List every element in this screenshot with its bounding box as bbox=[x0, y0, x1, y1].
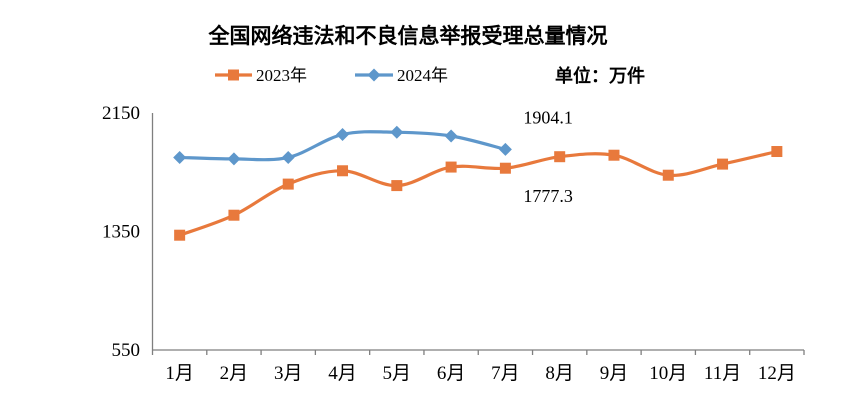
x-tick-label: 5月 bbox=[383, 363, 412, 384]
x-tick-label: 2月 bbox=[220, 363, 249, 384]
x-tick-label: 11月 bbox=[704, 363, 741, 384]
annotation-1904.1: 1904.1 bbox=[523, 107, 573, 127]
x-tick-label: 6月 bbox=[437, 363, 466, 384]
data-point-square-2023年 bbox=[391, 180, 403, 192]
y-tick-label: 1350 bbox=[102, 222, 140, 243]
data-point-square-2023年 bbox=[337, 165, 349, 177]
x-tick-label: 10月 bbox=[649, 363, 687, 384]
unit-label: 单位：万件 bbox=[555, 65, 645, 86]
data-point-square-2023年 bbox=[608, 149, 620, 161]
x-tick-label: 9月 bbox=[600, 363, 629, 384]
legend-label-2024: 2024年 bbox=[397, 66, 448, 85]
data-point-square-2023年 bbox=[228, 209, 240, 221]
y-tick-label: 2150 bbox=[102, 103, 140, 124]
x-tick-label: 3月 bbox=[274, 363, 303, 384]
data-point-square-2023年 bbox=[554, 151, 566, 163]
data-point-square-2023年 bbox=[282, 178, 294, 190]
legend-square-marker-icon bbox=[228, 69, 239, 81]
x-tick-label: 4月 bbox=[328, 363, 357, 384]
data-point-diamond-2024年 bbox=[173, 150, 187, 164]
data-point-diamond-2024年 bbox=[444, 129, 458, 143]
data-point-square-2023年 bbox=[717, 158, 729, 170]
data-point-square-2023年 bbox=[174, 229, 186, 241]
x-tick-label: 12月 bbox=[758, 363, 796, 384]
data-label-annotations: 1904.1 1777.3 bbox=[523, 107, 573, 206]
data-point-square-2023年 bbox=[445, 161, 457, 173]
data-point-square-2023年 bbox=[771, 146, 783, 158]
chart-title: 全国网络违法和不良信息举报受理总量情况 bbox=[208, 24, 608, 48]
data-point-diamond-2024年 bbox=[281, 150, 295, 164]
axes: 550 1350 2150 1月 2月 3月 4月 5月 6月 7月 8月 9月 10月 11月 12月 bbox=[102, 103, 805, 384]
data-point-square-2023年 bbox=[499, 162, 511, 174]
series-line-2023年 bbox=[178, 149, 779, 237]
data-point-diamond-2024年 bbox=[227, 152, 241, 166]
data-point-diamond-2024年 bbox=[498, 142, 512, 156]
legend-label-2023: 2023年 bbox=[256, 66, 307, 85]
x-tick-label: 8月 bbox=[545, 363, 574, 384]
data-point-square-2023年 bbox=[662, 169, 674, 181]
data-point-diamond-2024年 bbox=[390, 125, 404, 139]
y-tick-label: 550 bbox=[112, 340, 141, 361]
legend-item-2024: 2024年 bbox=[355, 66, 448, 85]
legend: 2023年 2024年 单位：万件 bbox=[215, 65, 645, 86]
data-point-diamond-2024年 bbox=[336, 127, 350, 141]
x-tick-label: 1月 bbox=[165, 363, 194, 384]
legend-item-2023: 2023年 bbox=[215, 66, 307, 85]
legend-diamond-marker-icon bbox=[367, 68, 381, 82]
annotation-1777.3: 1777.3 bbox=[523, 186, 573, 206]
x-tick-label: 7月 bbox=[491, 363, 520, 384]
series-lines bbox=[173, 125, 783, 241]
